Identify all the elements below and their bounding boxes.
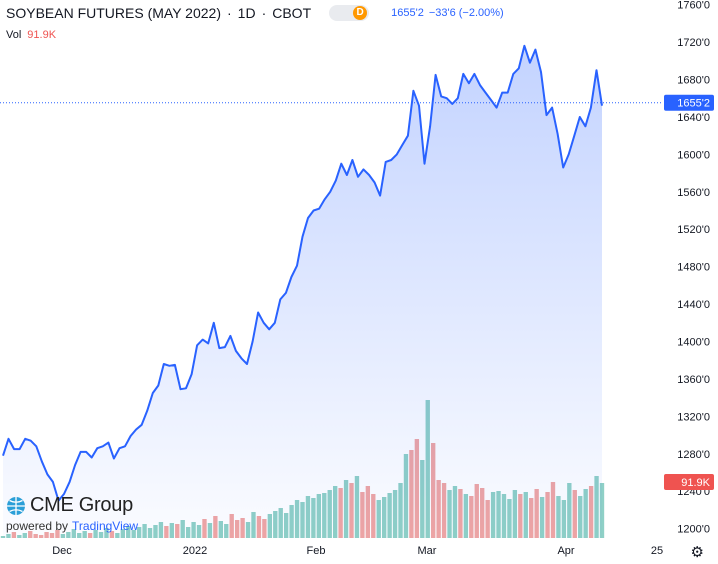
powered-by-label: powered by [6,519,69,533]
x-tick-label: Mar [418,545,437,557]
y-tick-label: 1560'0 [677,187,710,199]
y-tick-label: 1400'0 [677,337,710,349]
y-tick-label: 1520'0 [677,224,710,236]
x-tick-label: Feb [307,545,326,557]
last-price: 1655'2 [391,7,424,19]
cme-globe-icon [7,496,25,515]
exchange: CBOT [272,5,312,21]
y-tick-label: 1760'0 [677,0,710,12]
y-tick-label: 1640'0 [677,112,710,124]
delayed-data-badge: D [353,6,368,20]
price-area [3,45,602,539]
y-tick-label: 1680'0 [677,75,710,87]
gear-icon[interactable]: ⚙ [690,544,704,561]
y-tick-label: 1280'0 [677,449,710,461]
powered-by[interactable]: powered by TradingView [6,519,138,533]
x-axis[interactable]: Dec 2022 Feb Mar Apr 25 [52,545,663,557]
separator-dot: · [226,5,232,21]
y-axis[interactable]: 1760'0 1720'0 1680'0 1640'0 1600'0 1560'0 1520… [662,0,718,564]
x-tick-label: Dec [52,545,72,557]
volume-text: 91.9K [681,477,710,489]
x-tick-label: Apr [557,545,574,557]
provider-name: TradingView [72,519,139,533]
cme-logo[interactable]: CME Group [6,494,133,517]
y-tick-label: 1200'0 [677,524,710,536]
separator-dot: · [261,5,267,21]
last-price-label: 1655'2 [664,94,714,111]
y-tick-label: 1480'0 [677,262,710,274]
price-line [2,44,603,502]
volume-legend-label: Vol [6,29,22,41]
x-tick-label: 25 [651,545,663,557]
price-change: −33'6 (−2.00%) [428,7,504,19]
chart-header: SOYBEAN FUTURES (MAY 2022) · 1D · CBOT D… [6,4,504,22]
y-tick-label: 1720'0 [677,37,710,49]
y-tick-label: 1440'0 [677,299,710,311]
x-tick-label: 2022 [183,545,207,557]
volume-bar [0,536,6,538]
volume-legend-value: 91.9K [27,29,57,41]
volume-legend: Vol 91.9K [6,29,56,41]
interval[interactable]: 1D [237,5,256,21]
y-tick-label: 1600'0 [677,149,710,161]
volume-label: 91.9K [664,474,714,490]
y-tick-label: 1360'0 [677,374,710,386]
y-tick-label: 1320'0 [677,411,710,423]
last-price-text: 1655'2 [677,98,710,110]
symbol-title[interactable]: SOYBEAN FUTURES (MAY 2022) [6,5,221,21]
logo-text: CME Group [30,494,133,516]
y-axis-background [662,0,718,564]
delay-toggle[interactable]: D [329,5,370,21]
